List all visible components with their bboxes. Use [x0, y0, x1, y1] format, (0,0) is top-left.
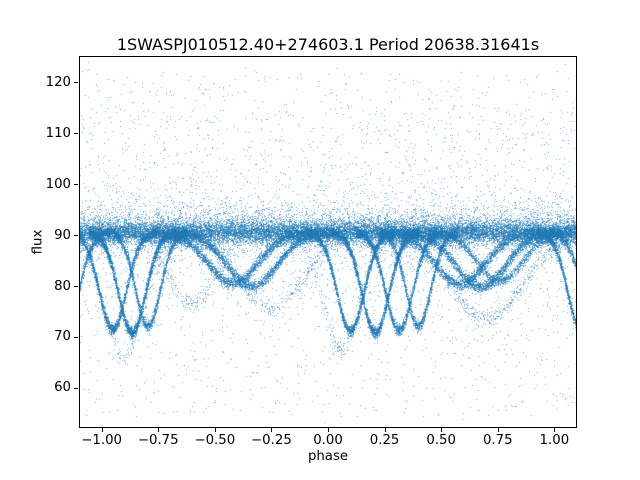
y-tick — [74, 387, 78, 389]
chart-title: 1SWASPJ010512.40+274603.1 Period 20638.3… — [116, 35, 540, 54]
x-tick — [554, 428, 556, 432]
x-tick — [497, 428, 499, 432]
x-tick — [214, 428, 216, 432]
x-tick — [101, 428, 103, 432]
x-tick — [328, 428, 329, 432]
x-tick — [271, 428, 273, 432]
y-tick-label: 70 — [54, 329, 71, 345]
x-tick-label: −0.50 — [194, 433, 236, 448]
x-tick-label: 1.00 — [539, 433, 570, 448]
x-tick-label: −0.75 — [137, 433, 179, 448]
y-tick — [74, 235, 78, 237]
x-axis-label: phase — [307, 449, 349, 464]
y-tick-label: 110 — [45, 125, 71, 141]
x-tick-label: −0.25 — [251, 433, 292, 448]
y-tick — [74, 336, 78, 338]
y-tick — [74, 133, 78, 135]
x-tick-label: 0.25 — [369, 433, 400, 448]
x-tick — [384, 428, 386, 432]
y-tick-label: 80 — [54, 278, 71, 294]
y-tick-label: 60 — [54, 380, 71, 396]
scatter-points-canvas — [79, 56, 577, 428]
x-tick-label: 0.75 — [482, 433, 513, 448]
x-tick — [441, 428, 443, 432]
x-tick-label: −1.00 — [81, 433, 122, 448]
y-tick-label: 120 — [45, 74, 71, 90]
y-tick-label: 90 — [54, 227, 71, 243]
y-tick-label: 100 — [45, 176, 71, 192]
x-tick — [158, 428, 160, 432]
y-tick — [74, 286, 78, 288]
x-tick-label: 0.50 — [426, 433, 456, 448]
y-tick — [74, 82, 78, 84]
x-tick-label: 0.00 — [313, 433, 343, 448]
y-tick — [74, 184, 78, 186]
